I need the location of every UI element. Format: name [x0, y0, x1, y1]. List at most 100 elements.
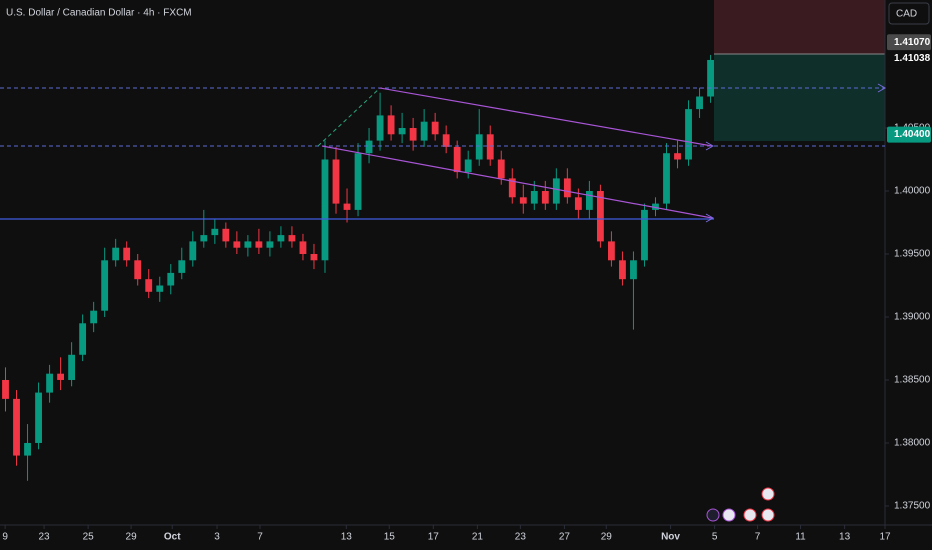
candle-body [486, 134, 494, 160]
event-icon[interactable] [761, 508, 775, 522]
x-tick-label: 29 [126, 532, 138, 543]
candle-body [541, 191, 549, 204]
candle-body [112, 247, 120, 261]
candle-body [222, 228, 230, 242]
x-tick-label: Oct [164, 532, 181, 543]
x-tick-label: 13 [341, 532, 353, 543]
candle-body [387, 115, 395, 135]
price-tag-label: 1.41038 [894, 53, 931, 64]
candle-body [574, 197, 582, 210]
currency[interactable]: CAD [896, 9, 917, 20]
candle-body [630, 260, 637, 280]
candle-body [652, 203, 659, 210]
candle-body [530, 191, 538, 204]
candle-body [200, 235, 208, 242]
candle-body [431, 121, 439, 135]
candle-body [233, 241, 241, 248]
candle-body [57, 373, 65, 380]
x-tick-label: 27 [559, 532, 571, 543]
x-tick-label: 7 [257, 532, 263, 543]
event-icon[interactable] [706, 508, 720, 522]
event-icon[interactable] [722, 508, 736, 522]
candle-body [674, 153, 681, 160]
candle-body [585, 191, 593, 210]
event-icon[interactable] [743, 508, 757, 522]
candle-body [641, 209, 648, 261]
x-tick-label: 29 [601, 532, 613, 543]
x-tick-label: 17 [879, 532, 891, 543]
candle-body [475, 134, 483, 160]
candle-body [596, 191, 604, 242]
y-tick-label: 1.40000 [894, 186, 931, 197]
y-tick-label: 1.39000 [894, 312, 931, 323]
event-icon[interactable] [761, 487, 775, 501]
candle-body [288, 235, 296, 242]
candle-body [46, 373, 53, 393]
x-tick-label: Nov [661, 532, 680, 543]
candle-body [211, 228, 219, 236]
currency-button[interactable] [888, 2, 930, 25]
x-tick-label: 11 [795, 532, 806, 543]
candle-body [497, 159, 505, 179]
candle-body [266, 241, 274, 248]
x-tick-label: 3 [214, 532, 220, 543]
candle-body [332, 159, 340, 204]
candle-body [310, 253, 318, 261]
price-tag [887, 126, 931, 143]
x-tick-label: 9 [2, 532, 8, 543]
candle-body [101, 260, 109, 311]
candle-body [376, 115, 384, 141]
y-tick-label: 1.37500 [894, 501, 931, 512]
candle-body [24, 442, 31, 456]
candle-body [277, 235, 285, 242]
candle-body [354, 153, 362, 210]
x-tick-label: 25 [83, 532, 95, 543]
x-tick-label: 23 [515, 532, 527, 543]
price-tag-label: 1.41070 [894, 37, 931, 48]
candle-body [685, 109, 692, 160]
candle-body [189, 241, 197, 261]
candle-body [508, 178, 516, 198]
candle-body [123, 247, 131, 261]
trend-line [317, 87, 381, 147]
plot [2, 54, 889, 529]
candle-body [156, 285, 164, 292]
candle-body [552, 178, 560, 204]
candle-body [299, 241, 307, 254]
channel-line [379, 87, 713, 147]
arrow-head [705, 83, 887, 223]
x-tick-label: 23 [39, 532, 51, 543]
candle-body [409, 128, 417, 141]
x-tick-label: 21 [472, 532, 484, 543]
candle-body [619, 260, 626, 280]
candle-body [13, 398, 20, 456]
candle-body [178, 260, 186, 273]
candle-body [696, 96, 703, 110]
candle-body [244, 241, 252, 248]
candle-body [2, 379, 9, 399]
y-tick-label: 1.38000 [894, 438, 931, 449]
stop-zone [714, 0, 885, 54]
candle-body [442, 134, 450, 147]
candle-body [707, 59, 714, 97]
x-tick-label: 13 [839, 532, 851, 543]
candle-body [563, 178, 571, 198]
candle-body [464, 159, 472, 173]
y-tick-label: 1.38500 [894, 375, 931, 386]
candle-body [90, 310, 98, 324]
candle-body [420, 121, 428, 141]
x-tick-label: 5 [712, 532, 718, 543]
candle-body [343, 203, 351, 210]
x-tick-label: 17 [428, 532, 440, 543]
price-tag [887, 50, 931, 67]
candle-body [255, 241, 263, 248]
target-zone [714, 54, 885, 141]
channel-line [321, 145, 713, 219]
candle-body [35, 392, 42, 443]
x-tick-label: 15 [384, 532, 396, 543]
candle-body [398, 128, 406, 135]
candle-body [321, 159, 329, 261]
candle-body [608, 241, 615, 261]
